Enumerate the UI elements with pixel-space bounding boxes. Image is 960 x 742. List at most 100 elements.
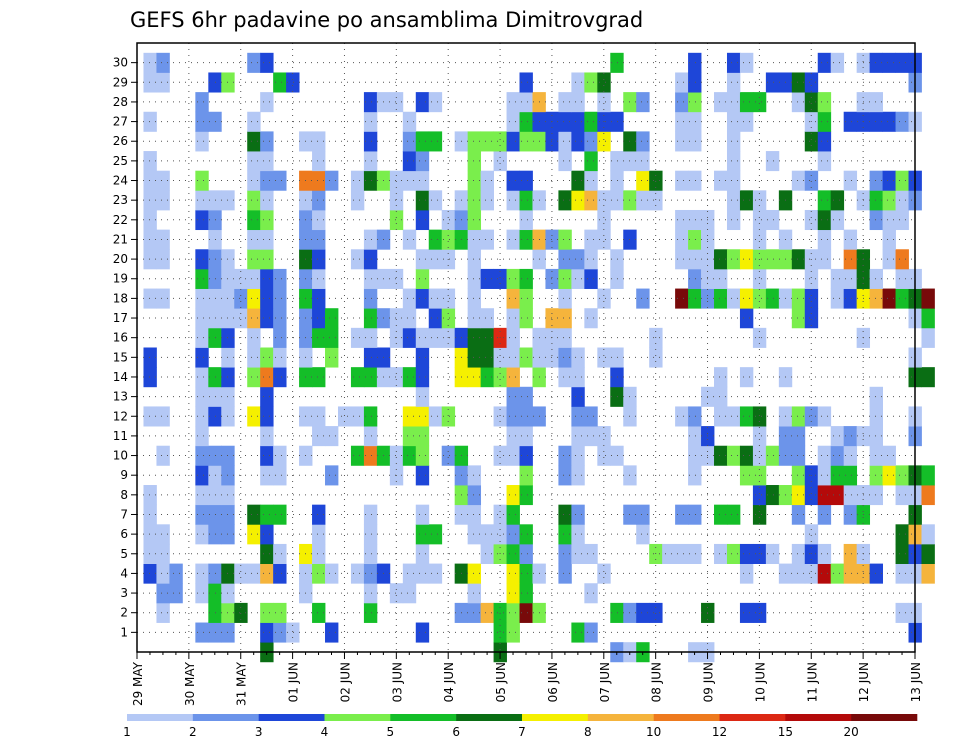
heatmap-cell [273, 543, 287, 564]
heatmap-cell [688, 268, 702, 289]
heatmap-cell [519, 170, 533, 191]
heatmap-cell [441, 445, 456, 466]
heatmap-cell [921, 327, 935, 348]
heatmap-cell [195, 308, 209, 329]
heatmap-cell [843, 445, 858, 466]
heatmap-cell [675, 229, 689, 250]
heatmap-cell [804, 268, 819, 289]
heatmap-cell [882, 209, 896, 231]
heatmap-cell [312, 151, 326, 172]
colorbar-label: 4 [321, 725, 329, 739]
heatmap-cell [869, 426, 883, 447]
heatmap-cell [675, 111, 689, 132]
heatmap-cell [234, 602, 248, 623]
heatmap-cell [830, 190, 845, 211]
heatmap-cell [247, 563, 261, 584]
heatmap-cell [895, 52, 909, 73]
heatmap-cell [675, 131, 689, 152]
heatmap-cell [415, 327, 430, 348]
heatmap-cell [480, 543, 494, 564]
heatmap-cell [597, 229, 611, 250]
heatmap-cell [312, 327, 326, 348]
heatmap-cell [584, 131, 598, 152]
heatmap-cell [895, 602, 909, 623]
y-tick-label: 22 [113, 213, 128, 227]
heatmap-cell [843, 170, 858, 191]
heatmap-cell [363, 524, 378, 545]
heatmap-cell [649, 190, 663, 211]
heatmap-cell [610, 151, 624, 172]
heatmap-cell [597, 288, 611, 309]
heatmap-cell [765, 445, 780, 466]
y-tick-label: 24 [113, 174, 128, 188]
heatmap-cell [273, 170, 287, 191]
heatmap-cell [791, 543, 806, 564]
heatmap-cell [765, 288, 780, 309]
heatmap-cell [467, 367, 482, 388]
heatmap-cell [817, 249, 832, 270]
heatmap-cell [312, 268, 326, 289]
heatmap-cell [675, 543, 689, 564]
heatmap-cell [363, 347, 378, 368]
heatmap-cell [558, 288, 572, 309]
heatmap-cell [415, 209, 430, 231]
heatmap-cell [273, 602, 287, 623]
heatmap-cell [402, 131, 417, 152]
heatmap-cell [389, 445, 404, 466]
x-tick-label: 11 JUN [805, 662, 819, 702]
x-tick-label: 03 JUN [390, 662, 404, 702]
heatmap-cell [312, 406, 326, 427]
heatmap-cell [921, 308, 935, 329]
x-tick-label: 13 JUN [909, 662, 923, 702]
heatmap-cell [843, 543, 858, 564]
heatmap-cell [610, 367, 624, 388]
heatmap-cell [610, 386, 624, 407]
heatmap-cell [260, 406, 274, 427]
heatmap-cell [506, 327, 520, 348]
heatmap-cell [156, 406, 170, 427]
heatmap-cell [363, 563, 378, 584]
heatmap-cell [610, 602, 624, 623]
heatmap-cell [312, 249, 326, 270]
heatmap-cell [714, 445, 728, 466]
heatmap-cell [143, 543, 157, 564]
heatmap-cell [415, 170, 430, 191]
heatmap-cell [726, 543, 741, 564]
heatmap-cell [493, 504, 507, 525]
heatmap-cell [195, 131, 209, 152]
heatmap-cell [156, 563, 170, 584]
heatmap-cell [597, 190, 611, 211]
heatmap-cell [765, 543, 780, 564]
heatmap-cell [402, 583, 417, 604]
heatmap-cell [389, 308, 404, 329]
heatmap-cell [169, 563, 183, 584]
heatmap-cell [558, 92, 572, 113]
heatmap-cell [830, 209, 845, 231]
heatmap-cell [312, 229, 326, 250]
heatmap-cell [156, 229, 170, 250]
heatmap-cell [247, 151, 261, 172]
heatmap-cell [584, 426, 598, 447]
heatmap-cell [506, 563, 520, 584]
heatmap-cell [260, 249, 274, 270]
heatmap-cell [739, 111, 754, 132]
heatmap-cell [571, 347, 585, 368]
heatmap-cell [312, 524, 326, 545]
heatmap-cell [493, 622, 507, 643]
heatmap-cell [882, 52, 896, 73]
heatmap-cell [260, 465, 274, 486]
heatmap-cell [363, 367, 378, 388]
heatmap-cell [921, 524, 935, 545]
heatmap-cell [636, 504, 650, 525]
y-tick-label: 13 [113, 390, 128, 404]
x-tick-label: 31 MAY [235, 661, 249, 706]
heatmap-cell [610, 111, 624, 132]
heatmap-cell [260, 308, 274, 329]
heatmap-cell [571, 249, 585, 270]
heatmap-cell [260, 504, 274, 525]
heatmap-cell [675, 209, 689, 231]
grid-lines [137, 43, 915, 652]
heatmap-cell [791, 465, 806, 486]
heatmap-cell [260, 602, 274, 623]
heatmap-cell [143, 288, 157, 309]
